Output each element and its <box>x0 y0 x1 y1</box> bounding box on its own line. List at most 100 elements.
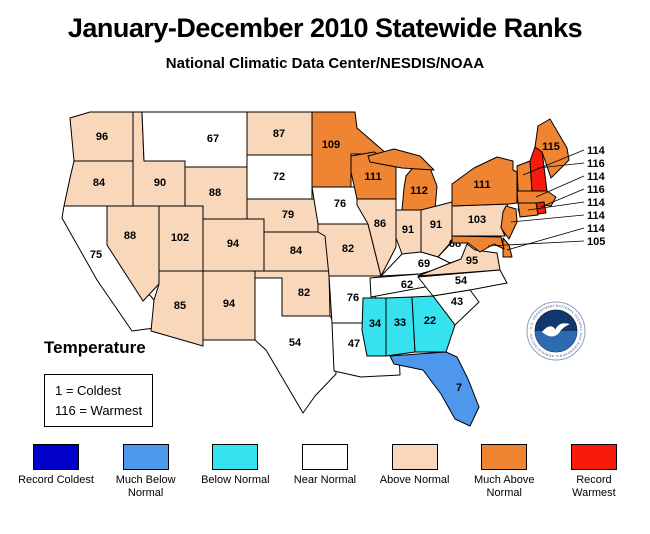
state-rank-label-NJ: 114 <box>587 210 606 222</box>
state-rank-label-CT: 114 <box>587 197 606 209</box>
state-rank-label-PA: 103 <box>468 214 486 226</box>
state-rank-label-TX: 54 <box>289 337 302 349</box>
noaa-emblem-sea <box>535 331 577 352</box>
noaa-gull-icon <box>542 323 570 337</box>
state-rank-label-OK: 82 <box>298 287 310 299</box>
page-title: January-December 2010 Statewide Ranks <box>67 13 583 43</box>
legend-label: Record Warmest <box>572 474 616 499</box>
legend-swatch-much_above_normal <box>481 444 528 470</box>
state-TX <box>254 277 337 414</box>
legend-item-much_above_normal: Much Above Normal <box>464 444 544 500</box>
state-NJ <box>500 205 518 240</box>
state-rank-label-MO: 82 <box>342 243 354 255</box>
callout-line-MD <box>487 240 585 247</box>
legend-swatch-above_normal <box>391 444 438 470</box>
state-rank-label-NY: 111 <box>473 179 490 191</box>
legend-item-record_warmest: Record Warmest <box>554 444 634 500</box>
state-rank-label-ID: 90 <box>154 177 166 189</box>
legend-swatch-below_normal <box>212 444 259 470</box>
state-rank-label-VT: 114 <box>587 145 606 157</box>
state-rank-label-UT: 102 <box>171 232 189 244</box>
legend-label: Record Coldest <box>18 474 94 486</box>
state-rank-label-KY: 69 <box>418 258 430 270</box>
rank-key-max: 116 = Warmest <box>55 402 143 418</box>
legend-item-record_coldest: Record Coldest <box>16 444 96 500</box>
state-rank-label-IA: 76 <box>334 198 346 210</box>
callout-line-NJ <box>510 214 585 223</box>
state-MD <box>451 235 505 253</box>
state-rank-label-GA: 22 <box>424 315 436 327</box>
callout-line-CT <box>527 201 585 211</box>
state-DE <box>502 237 513 258</box>
callout-line-NH <box>537 162 585 169</box>
legend: Record Coldest Much Below Normal Below Nor… <box>16 444 634 500</box>
legend-label: Near Normal <box>293 474 357 486</box>
legend-swatch-near_normal <box>301 444 348 470</box>
state-rank-label-MS: 34 <box>369 318 382 330</box>
legend-swatch-much_below_normal <box>122 444 169 470</box>
state-GA <box>411 295 456 353</box>
temperature-heading: Temperature <box>44 338 146 357</box>
state-rank-label-DE: 114 <box>587 223 606 235</box>
callout-line-VT <box>522 149 585 176</box>
page-subtitle: National Climatic Data Center/NESDIS/NOA… <box>165 55 485 72</box>
state-ME <box>534 118 570 179</box>
state-rank-label-AZ: 85 <box>174 300 186 312</box>
state-rank-label-CA: 75 <box>90 249 102 261</box>
state-rank-label-VA: 95 <box>466 255 478 267</box>
state-rank-label-IL: 86 <box>374 218 386 230</box>
rank-key-box: 1 = Coldest 116 = Warmest <box>44 374 154 427</box>
state-MT <box>141 111 248 168</box>
rank-key-min: 1 = Coldest <box>55 383 122 398</box>
callout-line-MA <box>535 175 585 198</box>
state-rank-label-NH: 116 <box>587 158 605 170</box>
legend-item-near_normal: Near Normal <box>285 444 365 500</box>
state-rank-label-FL: 7 <box>456 382 462 394</box>
state-rank-label-MI: 112 <box>410 185 428 197</box>
state-rank-label-TN: 62 <box>401 279 413 291</box>
state-rank-label-CO: 94 <box>227 238 240 250</box>
state-rank-label-MA: 114 <box>587 171 606 183</box>
state-rank-label-AL: 33 <box>394 317 406 329</box>
state-VT <box>516 160 533 192</box>
state-rank-label-AR: 76 <box>347 292 359 304</box>
state-rank-label-LA: 47 <box>348 338 360 350</box>
callout-line-DE <box>506 227 585 251</box>
state-rank-label-RI: 116 <box>587 184 605 196</box>
state-MI <box>367 148 435 171</box>
state-rank-label-ND: 87 <box>273 128 285 140</box>
legend-label: Much Above Normal <box>474 474 535 499</box>
state-rank-label-ME: 115 <box>542 141 560 153</box>
state-rank-label-WY: 88 <box>209 187 221 199</box>
state-rank-label-NM: 94 <box>223 298 236 310</box>
state-rank-label-NC: 54 <box>455 275 468 287</box>
state-rank-label-KS: 84 <box>290 245 303 257</box>
state-rank-label-OR: 84 <box>93 177 106 189</box>
state-rank-label-MD: 105 <box>587 236 605 248</box>
state-NC <box>417 269 508 297</box>
noaa-logo-icon: NATIONAL OCEANIC AND ATMOSPHERIC ADMINIS… <box>526 301 586 361</box>
legend-label: Much Below Normal <box>115 474 176 499</box>
legend-item-above_normal: Above Normal <box>375 444 455 500</box>
state-NY <box>451 156 518 207</box>
state-rank-label-IN: 91 <box>402 224 414 236</box>
state-rank-label-SC: 43 <box>451 296 463 308</box>
state-rank-label-MT: 67 <box>207 133 219 145</box>
legend-label: Above Normal <box>379 474 450 486</box>
legend-item-much_below_normal: Much Below Normal <box>106 444 186 500</box>
state-rank-label-NV: 88 <box>124 230 136 242</box>
state-rank-label-SD: 72 <box>273 171 285 183</box>
legend-item-below_normal: Below Normal <box>195 444 275 500</box>
legend-label: Below Normal <box>201 474 270 486</box>
state-FL <box>389 351 480 427</box>
legend-swatch-record_warmest <box>570 444 617 470</box>
state-MS <box>361 297 387 357</box>
state-rank-label-OH: 91 <box>430 219 442 231</box>
state-rank-label-NE: 79 <box>282 209 294 221</box>
state-rank-label-WI: 111 <box>364 171 381 183</box>
state-rank-label-MN: 109 <box>322 139 340 151</box>
state-rank-label-WA: 96 <box>96 131 108 143</box>
